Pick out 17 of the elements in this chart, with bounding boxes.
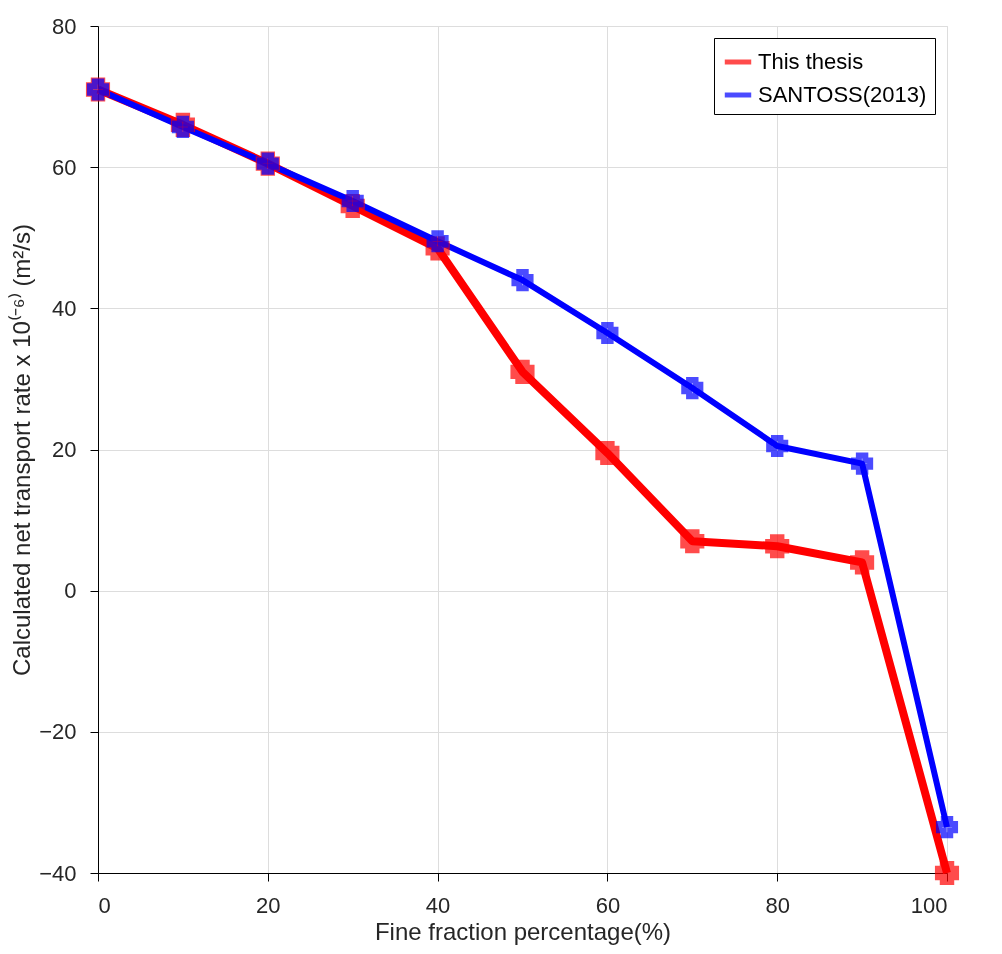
legend-label: This thesis [758,49,864,74]
x-tick-label: 100 [910,892,948,918]
y-tick-label: −40 [39,860,77,886]
x-tick-label: 80 [765,892,790,918]
y-axis-title: Calculated net transport rate x 10⁽⁻⁶⁾ (m²/s) [8,223,36,677]
y-tick-label: 80 [52,13,77,39]
y-tick-label: 20 [52,437,77,462]
x-tick-label: 60 [595,892,621,918]
y-tick-label: 40 [52,295,77,321]
x-tick-label: 20 [256,892,281,918]
x-tick-label: 0 [98,892,111,918]
y-tick-label: −20 [39,719,77,745]
x-tick-label: 40 [425,892,451,918]
legend-label: SANTOSS(2013) [758,82,927,107]
y-tick-label: 60 [52,154,77,180]
y-tick-label: 0 [64,578,77,604]
x-axis-title: Fine fraction percentage(%) [374,917,672,945]
